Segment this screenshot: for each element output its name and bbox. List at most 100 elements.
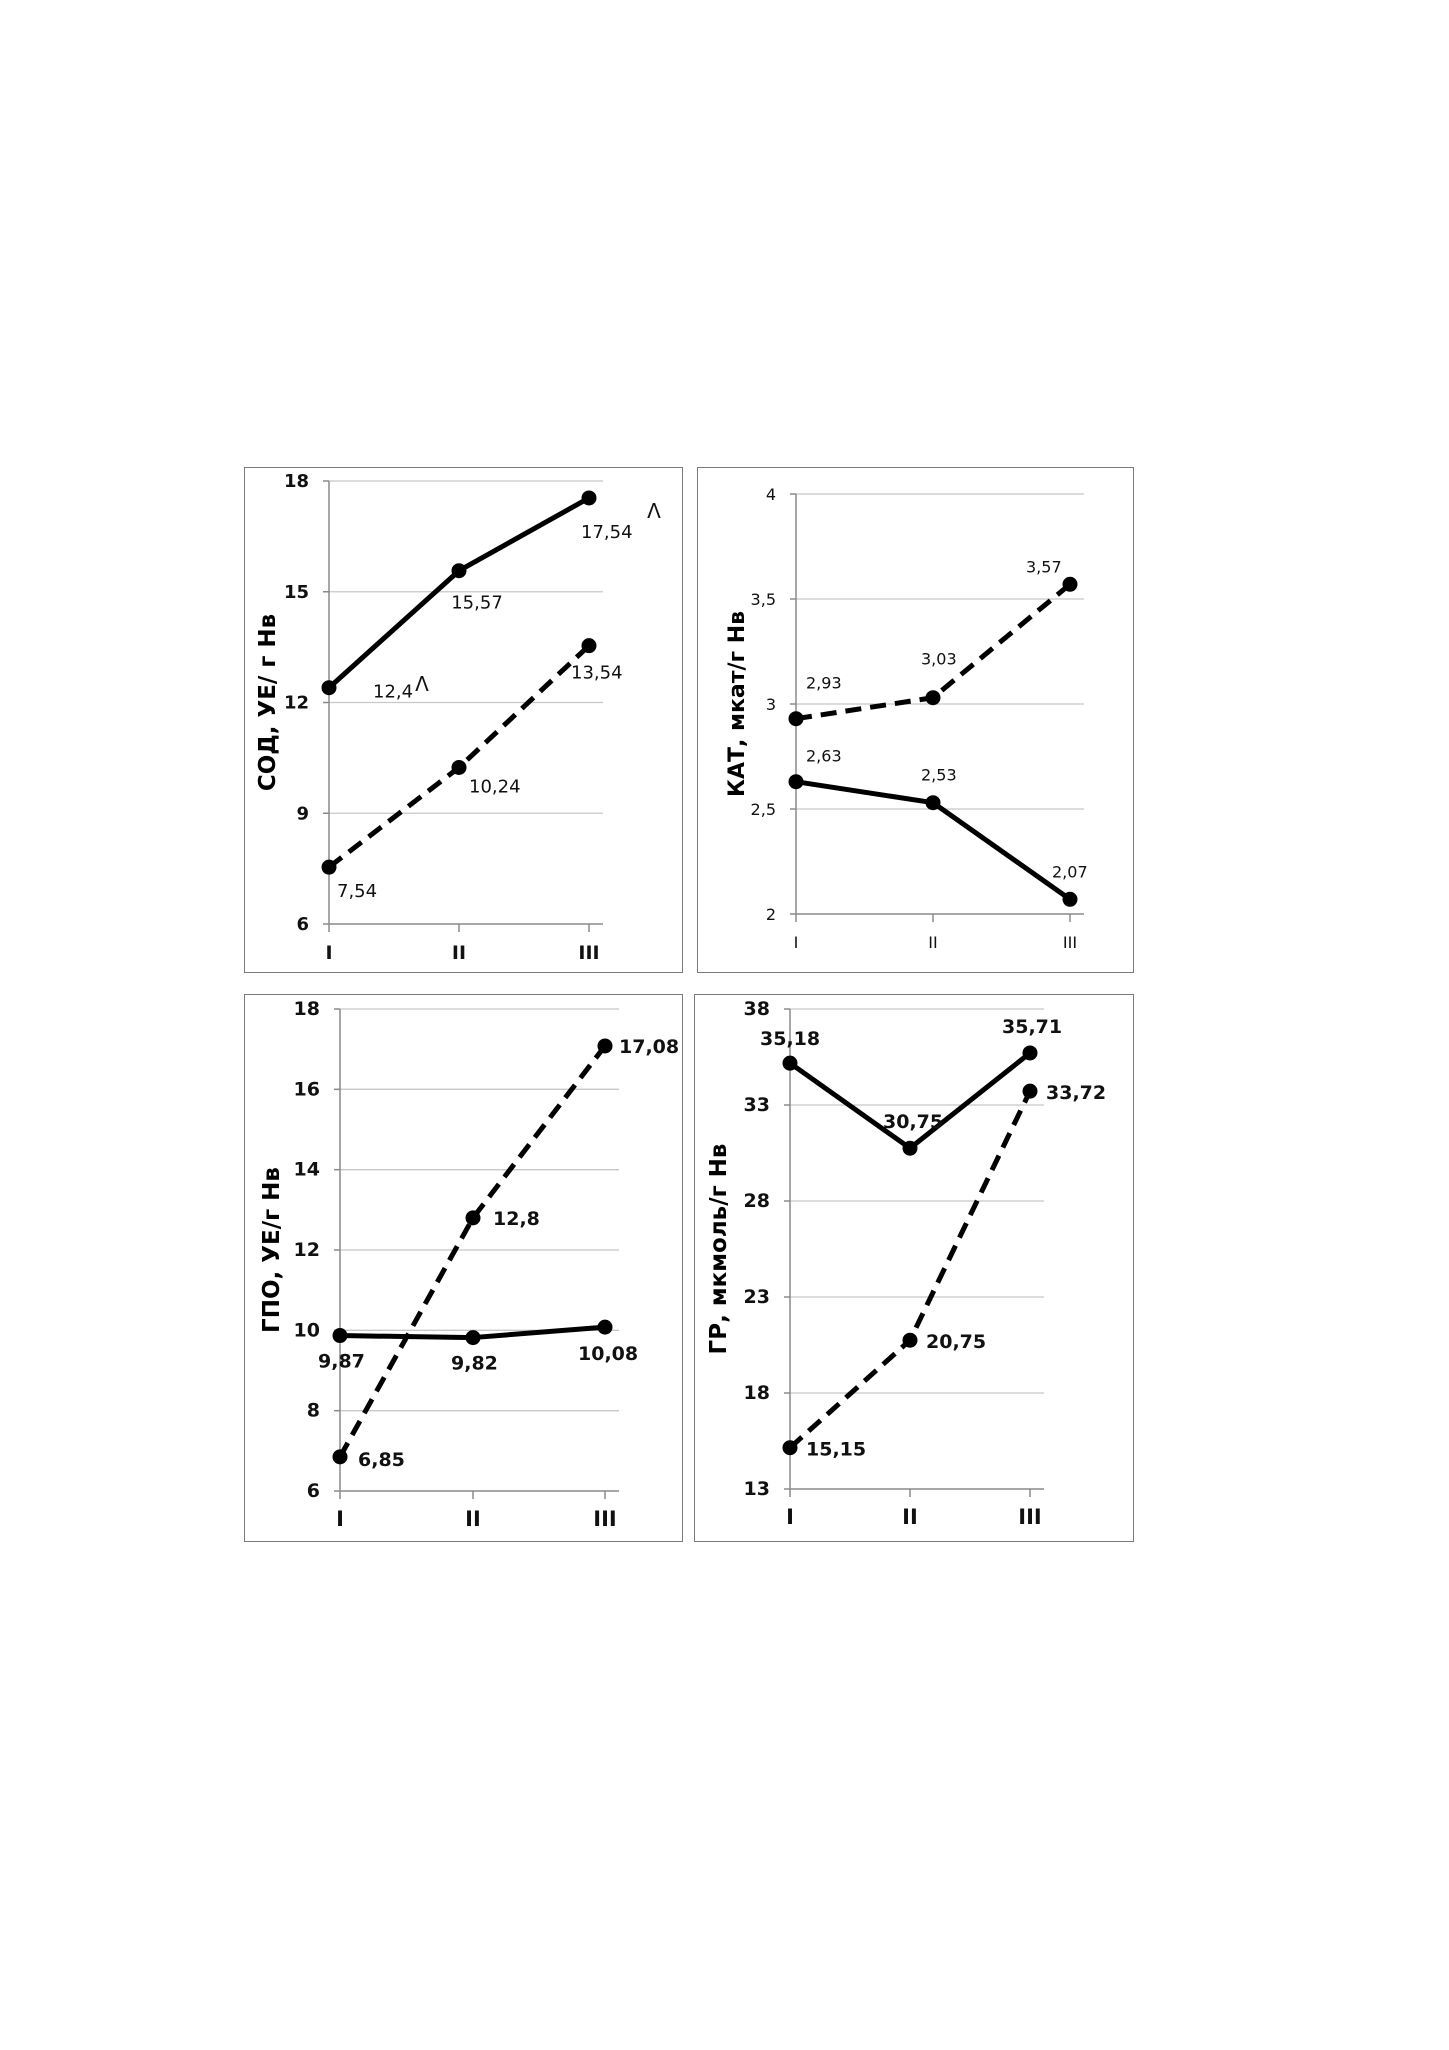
- data-label: 12,8: [493, 1208, 540, 1230]
- y-tick-label: 10: [294, 1319, 320, 1341]
- data-point: [1062, 576, 1078, 592]
- data-label: 2,63: [806, 747, 842, 766]
- y-tick-label: 23: [744, 1286, 770, 1308]
- y-tick-label: 4: [766, 485, 776, 504]
- x-tick-label: III: [1018, 1505, 1041, 1529]
- data-label: 6,85: [358, 1449, 405, 1471]
- y-tick-label: 16: [294, 1078, 320, 1100]
- data-label: 17,54: [581, 522, 633, 543]
- x-tick-label: III: [578, 942, 599, 964]
- x-tick-label: III: [593, 1507, 616, 1531]
- data-point: [902, 1332, 918, 1348]
- y-tick-label: 12: [294, 1239, 320, 1261]
- data-point: [332, 1328, 348, 1344]
- data-label: 30,75: [883, 1111, 943, 1133]
- data-point: [581, 638, 597, 654]
- y-axis-title: ГР, мкмоль/г Нв: [706, 1144, 732, 1355]
- data-label: 13,54: [571, 663, 623, 684]
- y-tick-label: 6: [296, 914, 309, 935]
- x-tick-label: II: [928, 933, 937, 952]
- data-point: [788, 774, 804, 790]
- data-point: [1022, 1083, 1038, 1099]
- y-axis-title: СОД, УЕ/ г Нв: [255, 614, 281, 791]
- data-point: [1022, 1045, 1038, 1061]
- data-label: 9,87: [318, 1351, 365, 1373]
- data-point: [451, 563, 467, 579]
- data-label: 7,54: [337, 881, 377, 902]
- data-label: 35,18: [760, 1028, 820, 1050]
- data-label: 15,15: [806, 1439, 866, 1461]
- series-line-dashed: [327, 643, 591, 870]
- data-point: [782, 1055, 798, 1071]
- data-point: [332, 1449, 348, 1465]
- y-tick-label: 12: [284, 693, 309, 714]
- x-tick-label: I: [786, 1505, 794, 1529]
- data-point: [902, 1140, 918, 1156]
- data-point: [321, 859, 337, 875]
- data-point: [788, 711, 804, 727]
- y-tick-label: 3,5: [751, 590, 776, 609]
- y-tick-label: 28: [744, 1190, 770, 1212]
- y-tick-label: 6: [307, 1480, 320, 1502]
- data-point: [321, 680, 337, 696]
- y-tick-label: 3: [766, 695, 776, 714]
- y-tick-label: 38: [744, 998, 770, 1020]
- data-point: [581, 490, 597, 506]
- data-label: 10,24: [469, 776, 521, 797]
- x-tick-label: II: [452, 942, 466, 964]
- data-label: 2,07: [1052, 862, 1088, 881]
- data-label: 33,72: [1046, 1082, 1106, 1104]
- data-label: 3,03: [921, 650, 957, 669]
- x-tick-label: I: [336, 1507, 344, 1531]
- data-point: [782, 1440, 798, 1456]
- series-line-dashed: [337, 1044, 607, 1459]
- data-label: 12,4: [373, 682, 413, 703]
- data-point: [465, 1330, 481, 1346]
- data-label: 2,53: [921, 766, 957, 785]
- y-tick-label: 13: [744, 1478, 770, 1500]
- data-label: 9,82: [451, 1353, 498, 1375]
- data-label: 2,93: [806, 674, 842, 693]
- data-point: [597, 1319, 613, 1335]
- x-tick-label: I: [794, 933, 799, 952]
- series-line-solid: [788, 1051, 1032, 1151]
- y-tick-label: 18: [294, 998, 320, 1020]
- annotation-mark: Λ: [647, 499, 661, 523]
- data-label: 10,08: [578, 1343, 638, 1365]
- x-tick-label: II: [465, 1507, 481, 1531]
- x-tick-label: II: [902, 1505, 918, 1529]
- data-point: [597, 1038, 613, 1054]
- y-tick-label: 15: [284, 582, 309, 603]
- x-tick-label: I: [325, 942, 332, 964]
- y-tick-label: 14: [294, 1159, 320, 1181]
- data-label: 15,57: [451, 593, 503, 614]
- data-point: [1062, 891, 1078, 907]
- y-tick-label: 8: [307, 1400, 320, 1422]
- y-tick-label: 2: [766, 905, 776, 924]
- data-point: [925, 795, 941, 811]
- y-tick-label: 9: [296, 803, 309, 824]
- y-tick-label: 33: [744, 1094, 770, 1116]
- x-tick-label: III: [1063, 933, 1077, 952]
- y-tick-label: 2,5: [751, 800, 776, 819]
- chart-panel-gr: 13 18 23 28 33 38 I II III ГР, мкмоль/г Нв 35,18 30…: [694, 994, 1134, 1542]
- chart-panel-sod: 6 9 12 15 18 I II III СОД, УЕ/ г Нв 12,4 15,57 17,5…: [244, 467, 683, 973]
- y-axis-title: ГПО, УЕ/г Нв: [259, 1167, 285, 1333]
- y-tick-label: 18: [284, 471, 309, 492]
- data-point: [465, 1210, 481, 1226]
- data-label: 20,75: [926, 1331, 986, 1353]
- data-label: 35,71: [1002, 1016, 1062, 1038]
- y-axis-title: КАТ, мкат/г Нв: [725, 611, 750, 797]
- data-label: 17,08: [619, 1036, 679, 1058]
- data-point: [925, 690, 941, 706]
- chart-panel-gpo: 6 8 10 12 14 16 18 I II III ГПО, УЕ/г Нв 9,87 9,82 10…: [244, 994, 683, 1542]
- data-label: 3,57: [1026, 557, 1062, 576]
- annotation-mark: Λ: [415, 672, 429, 696]
- data-point: [451, 759, 467, 775]
- chart-panel-kat: 2 2,5 3 3,5 4 I II III КАТ, мкат/г Нв 2,63 2,53 2,0…: [697, 467, 1134, 973]
- y-tick-label: 18: [744, 1382, 770, 1404]
